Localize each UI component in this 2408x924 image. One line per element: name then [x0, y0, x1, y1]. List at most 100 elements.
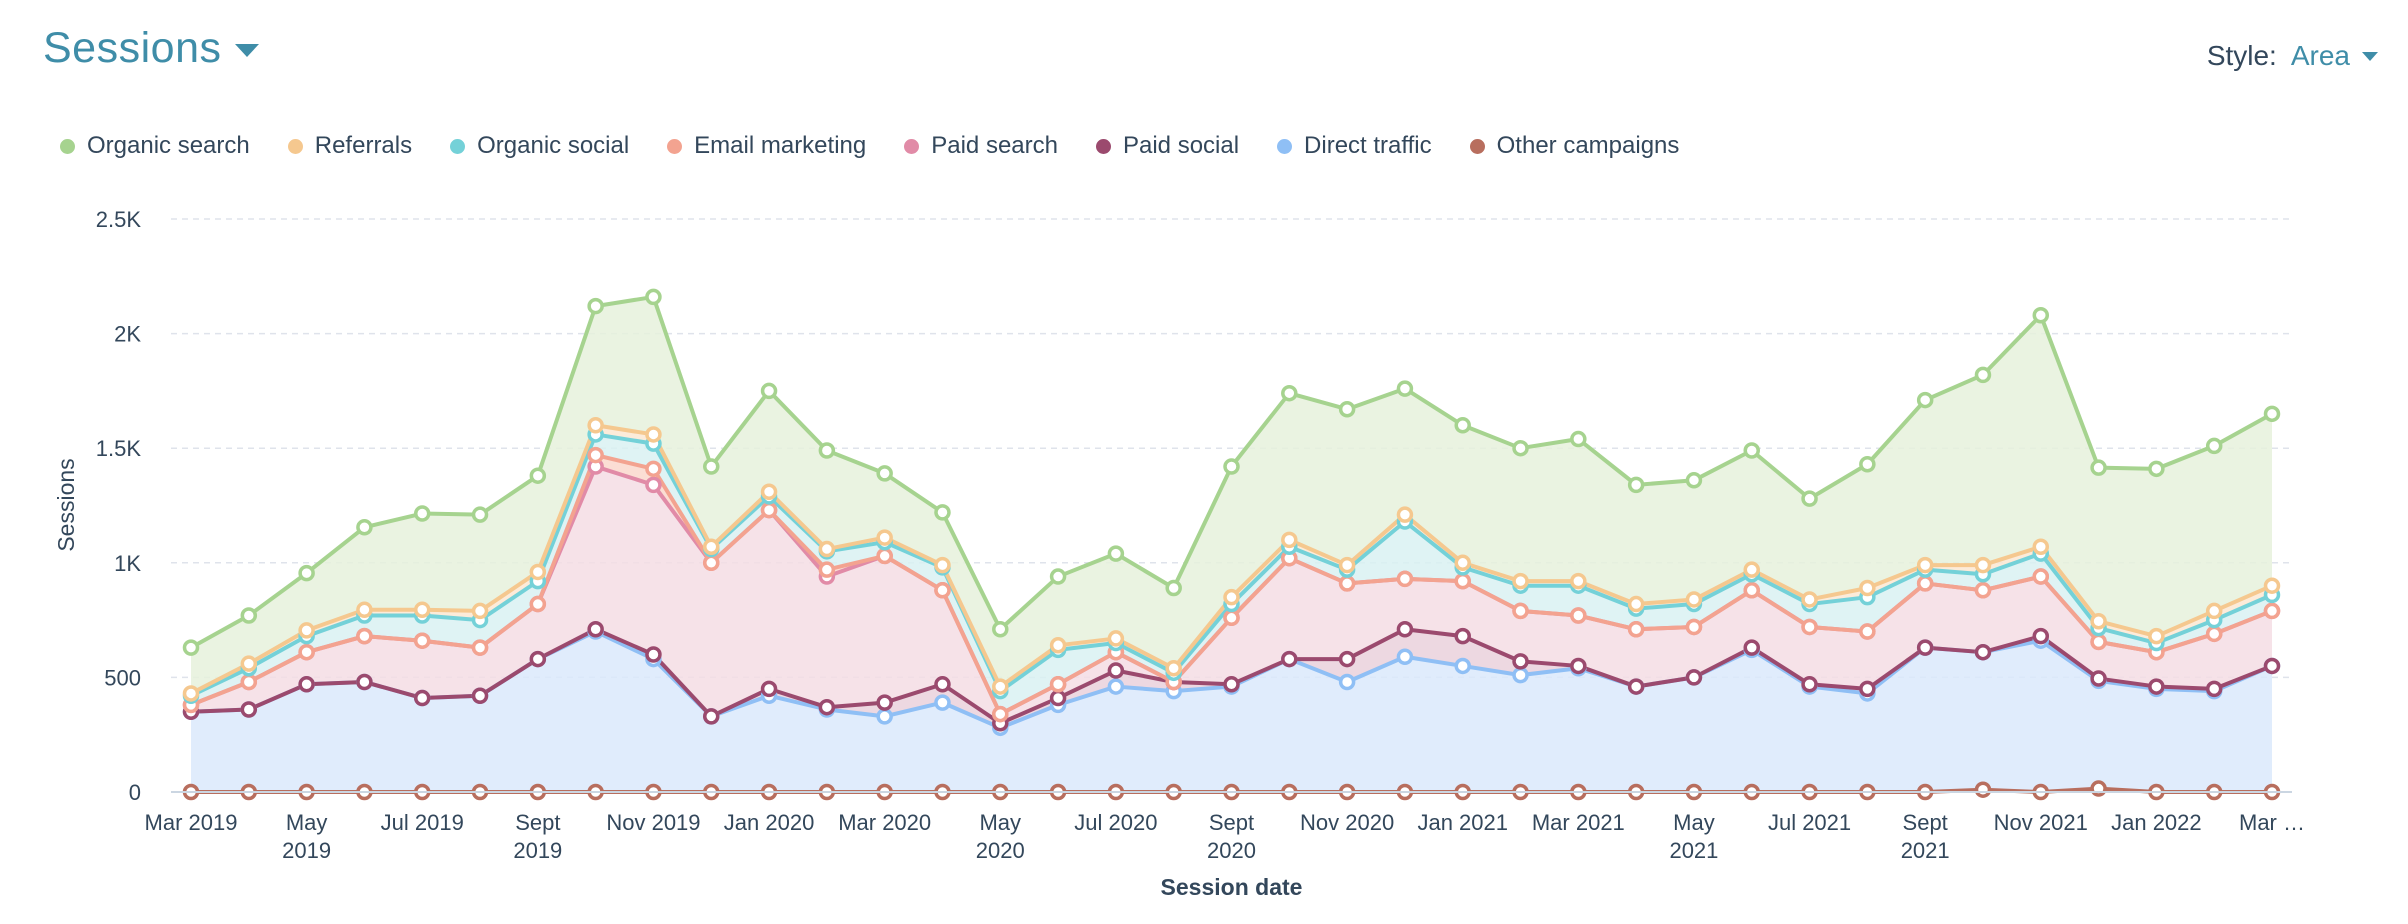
data-point[interactable] — [1049, 568, 1067, 585]
data-point[interactable] — [2032, 538, 2050, 556]
data-point[interactable] — [1570, 572, 1587, 590]
data-point[interactable] — [2032, 627, 2050, 645]
data-point[interactable] — [1859, 623, 1876, 640]
data-point[interactable] — [1338, 575, 1356, 592]
data-point[interactable] — [1223, 676, 1240, 693]
data-point[interactable] — [1627, 595, 1645, 613]
data-point[interactable] — [2263, 405, 2281, 423]
data-point[interactable] — [240, 655, 258, 672]
data-point[interactable] — [2032, 307, 2050, 324]
data-point[interactable] — [1974, 781, 1992, 798]
data-point[interactable] — [1396, 621, 1414, 638]
data-point[interactable] — [1512, 653, 1529, 670]
data-point[interactable] — [2205, 602, 2223, 620]
data-point[interactable] — [240, 701, 258, 718]
legend-item[interactable]: Organic search — [60, 132, 250, 160]
data-point[interactable] — [876, 694, 893, 711]
data-point[interactable] — [1049, 676, 1067, 693]
data-point[interactable] — [240, 607, 258, 624]
data-point[interactable] — [1165, 659, 1182, 677]
data-point[interactable] — [760, 680, 778, 698]
data-point[interactable] — [1223, 458, 1240, 475]
data-point[interactable] — [471, 639, 489, 656]
data-point[interactable] — [1685, 472, 1703, 489]
data-point[interactable] — [992, 678, 1009, 695]
data-point[interactable] — [413, 632, 431, 649]
data-point[interactable] — [1627, 678, 1645, 695]
data-point[interactable] — [1107, 678, 1125, 695]
data-point[interactable] — [1107, 630, 1125, 647]
data-point[interactable] — [471, 687, 489, 704]
data-point[interactable] — [1396, 506, 1414, 523]
data-point[interactable] — [1107, 545, 1125, 562]
data-point[interactable] — [645, 288, 662, 306]
data-point[interactable] — [1801, 591, 1818, 608]
data-point[interactable] — [356, 673, 373, 691]
data-point[interactable] — [1512, 572, 1529, 590]
data-point[interactable] — [2205, 625, 2223, 643]
report-title-dropdown[interactable]: Sessions — [43, 24, 260, 73]
data-point[interactable] — [587, 417, 604, 434]
data-point[interactable] — [760, 382, 778, 400]
data-point[interactable] — [1801, 618, 1818, 636]
data-point[interactable] — [471, 506, 489, 523]
data-point[interactable] — [1396, 570, 1414, 588]
data-point[interactable] — [1281, 531, 1298, 549]
data-point[interactable] — [760, 501, 778, 519]
data-point[interactable] — [1454, 417, 1471, 434]
data-point[interactable] — [587, 621, 604, 638]
data-point[interactable] — [1627, 476, 1645, 494]
data-point[interactable] — [356, 519, 373, 536]
data-point[interactable] — [1743, 639, 1760, 656]
data-point[interactable] — [182, 685, 200, 702]
data-point[interactable] — [1570, 607, 1587, 624]
data-point[interactable] — [992, 705, 1009, 723]
data-point[interactable] — [2263, 602, 2281, 620]
data-point[interactable] — [2090, 670, 2107, 687]
data-point[interactable] — [529, 650, 547, 668]
data-point[interactable] — [1801, 490, 1818, 507]
data-point[interactable] — [413, 505, 431, 522]
data-point[interactable] — [876, 465, 893, 482]
data-point[interactable] — [934, 694, 951, 711]
data-point[interactable] — [1512, 602, 1529, 620]
data-point[interactable] — [298, 622, 315, 639]
data-point[interactable] — [934, 556, 951, 574]
data-point[interactable] — [818, 561, 836, 578]
data-point[interactable] — [703, 538, 720, 556]
data-point[interactable] — [2205, 680, 2223, 698]
data-point[interactable] — [1859, 680, 1876, 698]
data-point[interactable] — [1859, 579, 1876, 597]
data-point[interactable] — [1454, 572, 1471, 590]
legend-item[interactable]: Email marketing — [667, 132, 866, 160]
data-point[interactable] — [1859, 455, 1876, 473]
data-point[interactable] — [703, 554, 720, 572]
data-point[interactable] — [1801, 676, 1818, 693]
data-point[interactable] — [1223, 588, 1240, 606]
data-point[interactable] — [1512, 439, 1529, 457]
data-point[interactable] — [934, 676, 951, 693]
data-point[interactable] — [587, 446, 604, 464]
data-point[interactable] — [1049, 689, 1067, 707]
data-point[interactable] — [1743, 561, 1760, 578]
data-point[interactable] — [645, 426, 662, 443]
data-point[interactable] — [1974, 643, 1992, 661]
data-point[interactable] — [1685, 591, 1703, 608]
data-point[interactable] — [1281, 384, 1298, 402]
data-point[interactable] — [992, 621, 1009, 638]
data-point[interactable] — [2090, 612, 2107, 630]
data-point[interactable] — [356, 627, 373, 645]
data-point[interactable] — [1338, 556, 1356, 574]
style-dropdown[interactable]: Area — [2291, 40, 2378, 72]
data-point[interactable] — [1223, 609, 1240, 627]
data-point[interactable] — [1685, 669, 1703, 686]
data-point[interactable] — [2148, 627, 2165, 645]
data-point[interactable] — [1454, 554, 1471, 572]
data-point[interactable] — [1743, 442, 1760, 459]
data-point[interactable] — [818, 442, 836, 459]
data-point[interactable] — [818, 540, 836, 558]
data-point[interactable] — [2148, 678, 2165, 695]
legend-item[interactable]: Referrals — [287, 132, 412, 160]
data-point[interactable] — [1107, 662, 1125, 679]
data-point[interactable] — [1512, 666, 1529, 684]
